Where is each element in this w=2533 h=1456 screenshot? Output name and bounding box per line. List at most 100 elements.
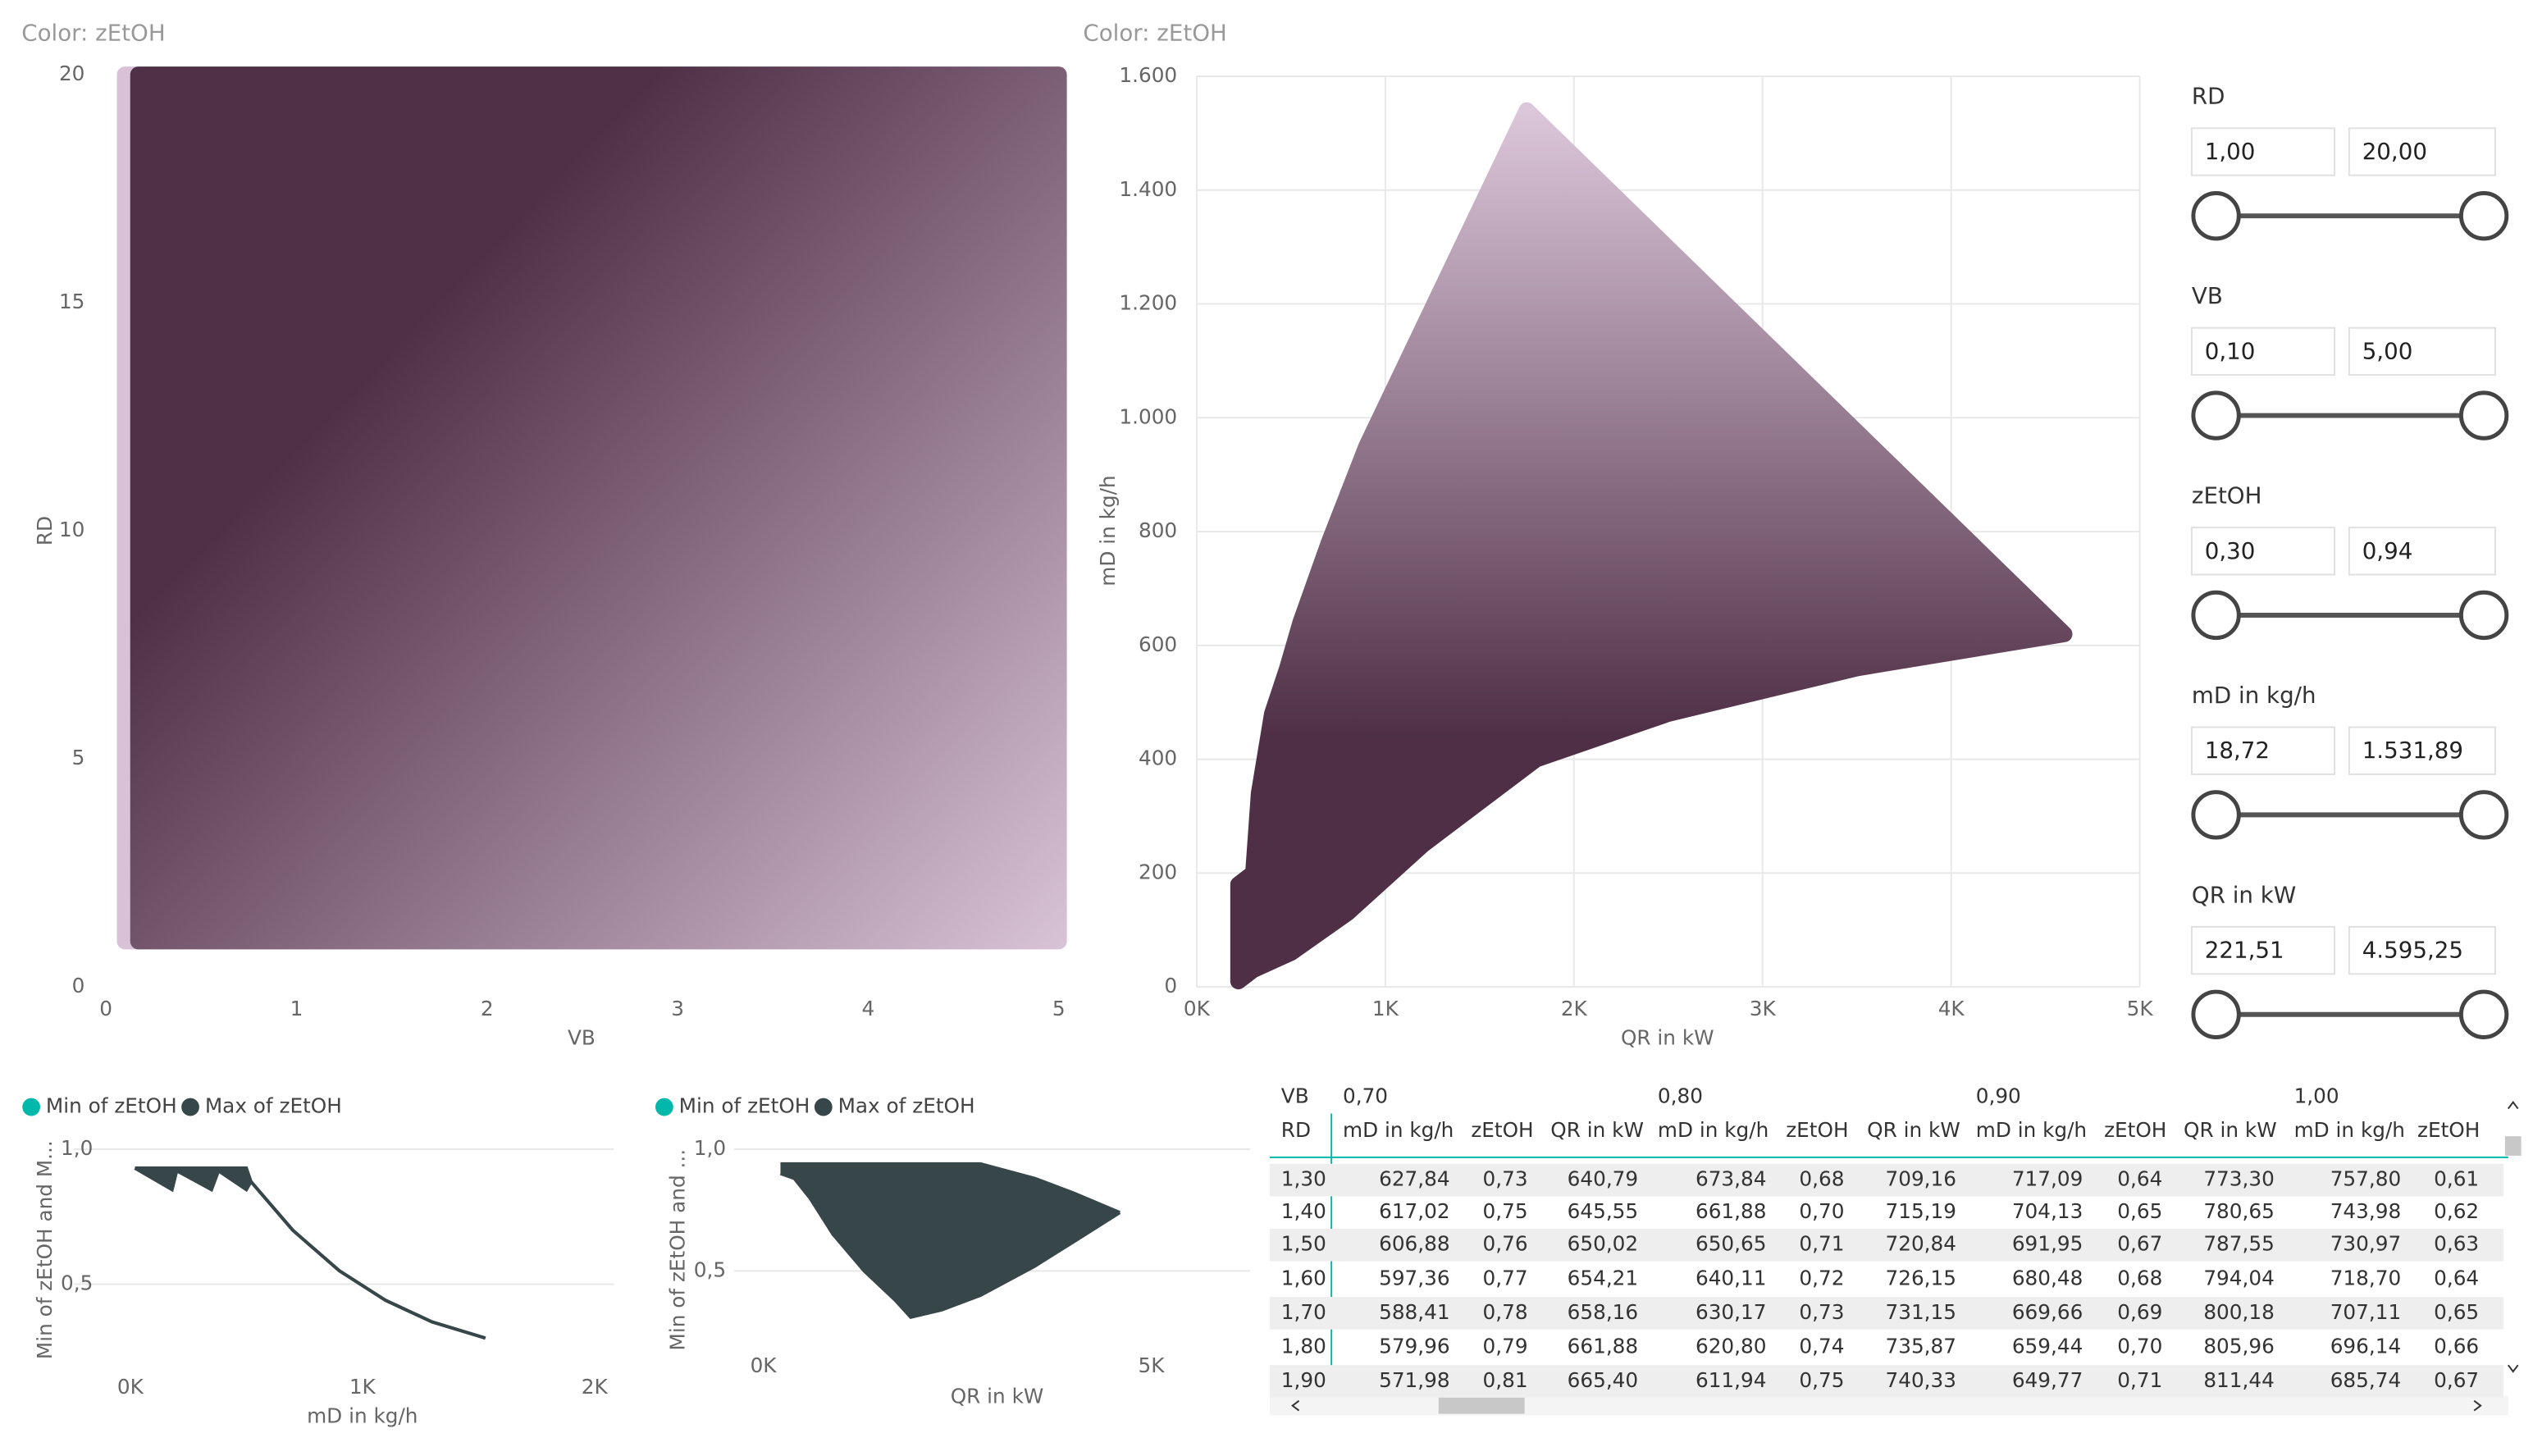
slicer-max-box[interactable] — [2348, 527, 2496, 576]
slider-handle[interactable] — [2458, 989, 2509, 1039]
scatter-region — [1230, 102, 2073, 990]
cell: 0,65 — [2434, 1300, 2479, 1324]
cell: 696,14 — [2330, 1334, 2402, 1358]
legend-label: Min of zEtOH — [46, 1094, 177, 1118]
x-axis-title: QR in kW — [951, 1385, 1044, 1408]
cell: 730,97 — [2330, 1232, 2402, 1256]
y-tick-label: 5 — [72, 746, 85, 769]
x-tick-label: 4K — [1938, 997, 1965, 1020]
slicer-label: VB — [2192, 282, 2223, 309]
y-tick-label: 20 — [59, 62, 84, 85]
x-axis-title: VB — [568, 1025, 596, 1049]
slicer-min-box[interactable] — [2190, 726, 2336, 775]
slider-handle[interactable] — [2458, 790, 2509, 840]
row-band — [1269, 1365, 2503, 1398]
cell: 659,44 — [2012, 1334, 2083, 1358]
row-key: 1,40 — [1281, 1199, 1326, 1223]
cell: 0,70 — [2117, 1334, 2162, 1358]
cell: 726,15 — [1885, 1266, 1956, 1289]
column-header: QR in kW — [2184, 1118, 2277, 1142]
slider-handle[interactable] — [2458, 590, 2509, 641]
cell: 0,64 — [2117, 1167, 2162, 1191]
row-key: 1,90 — [1281, 1368, 1326, 1392]
vscroll-thumb[interactable] — [2504, 1136, 2522, 1156]
y-tick-label: 1.200 — [1119, 291, 1177, 315]
y-tick-label: 15 — [59, 290, 84, 313]
cell: 794,04 — [2203, 1266, 2275, 1289]
cell: 709,16 — [1885, 1167, 1956, 1191]
group-header: 0,70 — [1343, 1084, 1388, 1108]
slicer-min-box[interactable] — [2190, 127, 2336, 176]
row-key: 1,80 — [1281, 1334, 1326, 1358]
cell: 740,33 — [1885, 1368, 1956, 1392]
y-tick-label: 1,0 — [694, 1136, 726, 1160]
x-tick-label: 3 — [671, 997, 684, 1020]
cell: 0,67 — [2434, 1368, 2479, 1392]
column-header: mD in kg/h — [1343, 1118, 1454, 1142]
slider-handle[interactable] — [2191, 790, 2241, 840]
cell: 0,77 — [1483, 1266, 1528, 1289]
slicer-max-box[interactable] — [2348, 925, 2496, 975]
slicer-max: 5,00 — [2362, 337, 2413, 364]
cell: 669,66 — [2012, 1300, 2083, 1324]
series-line — [135, 1166, 486, 1340]
slicer-max-box[interactable] — [2348, 326, 2496, 377]
slicer-min-box[interactable] — [2190, 527, 2336, 576]
row-key: 1,30 — [1281, 1167, 1326, 1191]
cell: 0,61 — [2434, 1167, 2479, 1191]
cell: 0,74 — [1799, 1334, 1844, 1358]
cell: 0,78 — [1483, 1300, 1528, 1324]
cell: 630,17 — [1696, 1300, 1767, 1324]
x-tick-label: 5K — [1139, 1353, 1166, 1377]
slider-handle[interactable] — [2191, 191, 2241, 241]
y-tick-label: 1.000 — [1119, 404, 1177, 428]
cell: 658,16 — [1568, 1300, 1639, 1324]
legend-marker — [181, 1098, 199, 1116]
cell: 773,30 — [2203, 1167, 2275, 1191]
y-tick-label: 0 — [72, 974, 85, 997]
slicer-min-box[interactable] — [2190, 925, 2336, 975]
cell: 0,79 — [1483, 1334, 1528, 1358]
cell: 680,48 — [2012, 1266, 2083, 1289]
slider-handle[interactable] — [2458, 390, 2509, 440]
scrollbar-thumb[interactable] — [1438, 1397, 1525, 1414]
cell: 0,70 — [1799, 1199, 1844, 1223]
cell: 0,73 — [1799, 1300, 1844, 1324]
cell: 650,65 — [1696, 1232, 1767, 1256]
slicer-max-box[interactable] — [2348, 127, 2496, 176]
slider-handle[interactable] — [2191, 390, 2241, 440]
cell: 665,40 — [1568, 1368, 1639, 1392]
y-tick-label: 0,5 — [61, 1271, 93, 1294]
cell: 0,63 — [2434, 1232, 2479, 1256]
cell: 0,64 — [2434, 1266, 2479, 1289]
slider-handle[interactable] — [2191, 590, 2241, 641]
slicer-min: 0,30 — [2205, 537, 2256, 564]
cell: 649,77 — [2012, 1368, 2083, 1392]
scroll-up[interactable] — [2508, 1100, 2519, 1110]
cell: 0,72 — [1799, 1266, 1844, 1289]
scroll-down[interactable] — [2508, 1364, 2519, 1373]
scatter-region — [130, 66, 1067, 950]
y-tick-label: 0,5 — [694, 1257, 726, 1281]
slicer-min-box[interactable] — [2190, 326, 2336, 377]
scroll-right[interactable] — [2473, 1399, 2482, 1412]
slicer-label: mD in kg/h — [2192, 682, 2316, 709]
cell: 571,98 — [1379, 1368, 1450, 1392]
slider-handle[interactable] — [2458, 191, 2509, 241]
x-tick-label: 5K — [2127, 997, 2154, 1020]
column-header: QR in kW — [1867, 1118, 1960, 1142]
legend-label: Max of zEtOH — [205, 1094, 342, 1118]
cell: 611,94 — [1696, 1368, 1767, 1392]
scroll-left[interactable] — [1291, 1399, 1300, 1412]
x-tick-label: 1 — [290, 997, 304, 1020]
y-tick-label: 10 — [59, 518, 84, 541]
cell: 704,13 — [2012, 1199, 2083, 1223]
slider-handle[interactable] — [2191, 989, 2241, 1039]
legend-marker — [814, 1098, 833, 1116]
slicer-max-box[interactable] — [2348, 726, 2496, 775]
cell: 0,71 — [2117, 1368, 2162, 1392]
y-tick-label: 1.600 — [1119, 63, 1177, 87]
cell: 0,76 — [1483, 1232, 1528, 1256]
column-header: mD in kg/h — [1976, 1118, 2087, 1142]
